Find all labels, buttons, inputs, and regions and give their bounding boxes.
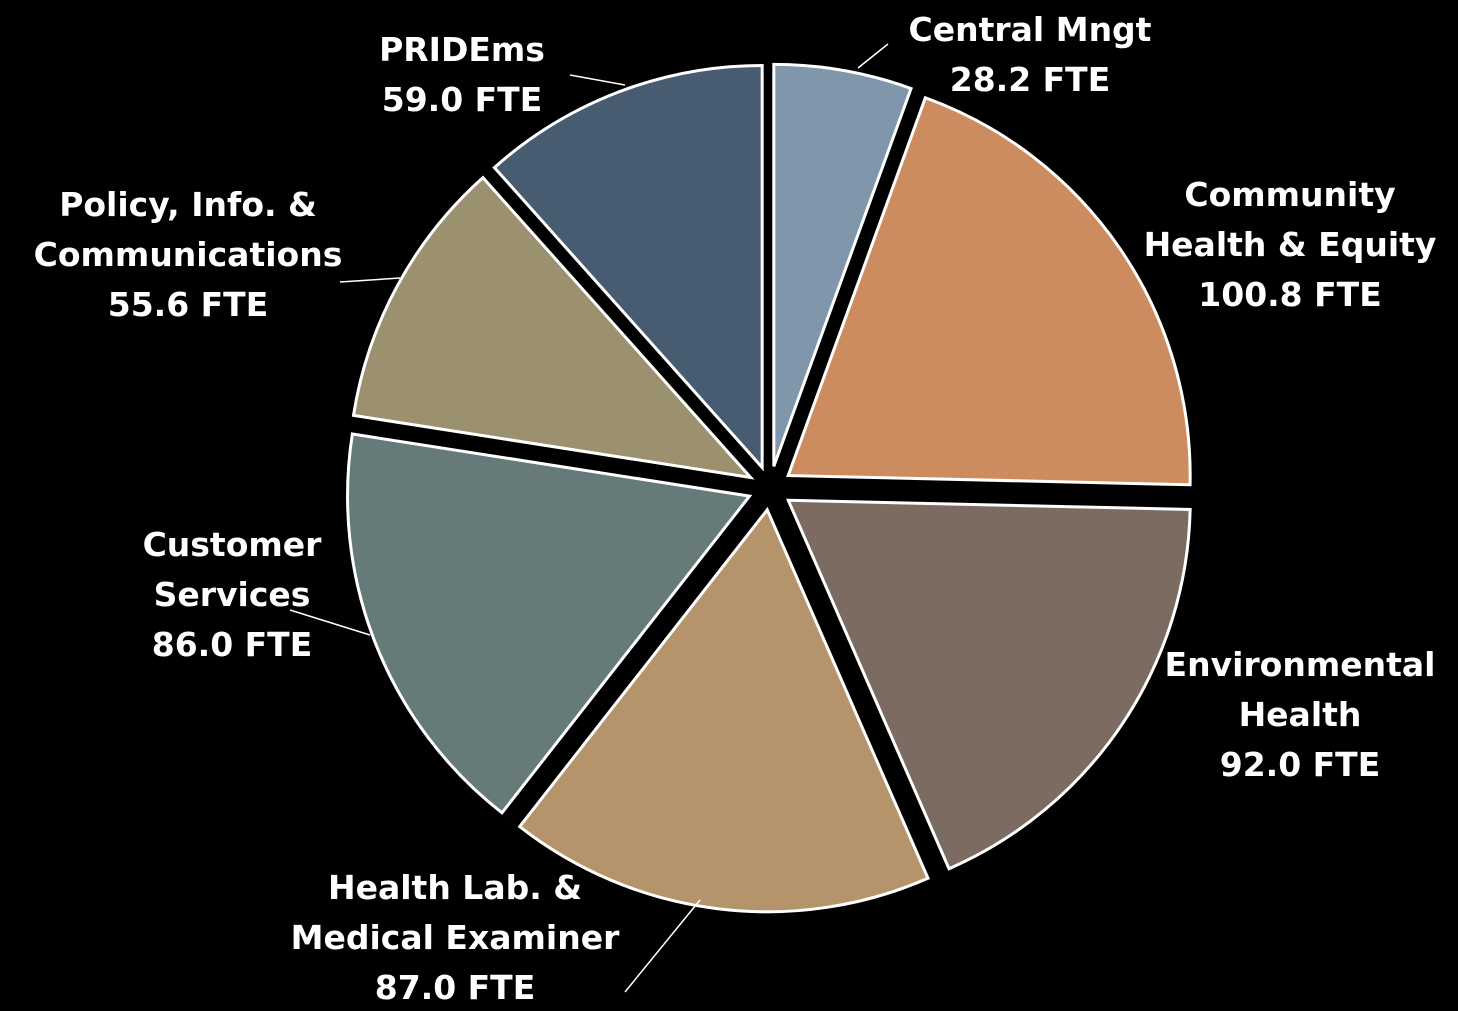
pie-slice [351,175,755,480]
pie-slice [772,62,913,467]
slice-label: Health Lab. & Medical Examiner 87.0 FTE [255,863,655,1011]
slice-label: Central Mngt 28.2 FTE [880,5,1180,105]
leader-line [289,609,371,636]
category-label: Health Lab. & Medical Examiner [290,868,620,957]
leader-line [857,43,889,69]
slice-label: Policy, Info. & Communications 55.6 FTE [3,180,373,330]
value-label: 59.0 FTE [381,80,543,119]
pie-slice [492,63,764,472]
value-label: 100.8 FTE [1198,275,1382,314]
pie-slice [346,432,753,815]
leader-line [569,74,626,86]
value-label: 55.6 FTE [107,285,269,324]
value-label: 28.2 FTE [949,60,1111,99]
category-label: PRIDEms [379,30,545,69]
pie-slice [785,498,1192,871]
slice-label: Customer Services 86.0 FTE [122,520,342,670]
category-label: Environmental Health [1164,645,1436,734]
slice-label: Environmental Health 92.0 FTE [1140,640,1458,790]
leader-line [624,899,701,993]
category-label: Policy, Info. & Communications [33,185,343,274]
pie-slice [517,506,930,914]
slice-label: Community Health & Equity 100.8 FTE [1130,170,1450,320]
slice-label: PRIDEms 59.0 FTE [312,25,612,125]
category-label: Central Mngt [908,10,1152,49]
value-label: 86.0 FTE [151,625,313,664]
leader-line [339,277,401,283]
value-label: 87.0 FTE [374,968,536,1007]
category-label: Customer Services [142,525,322,614]
pie-slice [786,95,1192,487]
category-label: Community Health & Equity [1143,175,1437,264]
value-label: 92.0 FTE [1219,745,1381,784]
